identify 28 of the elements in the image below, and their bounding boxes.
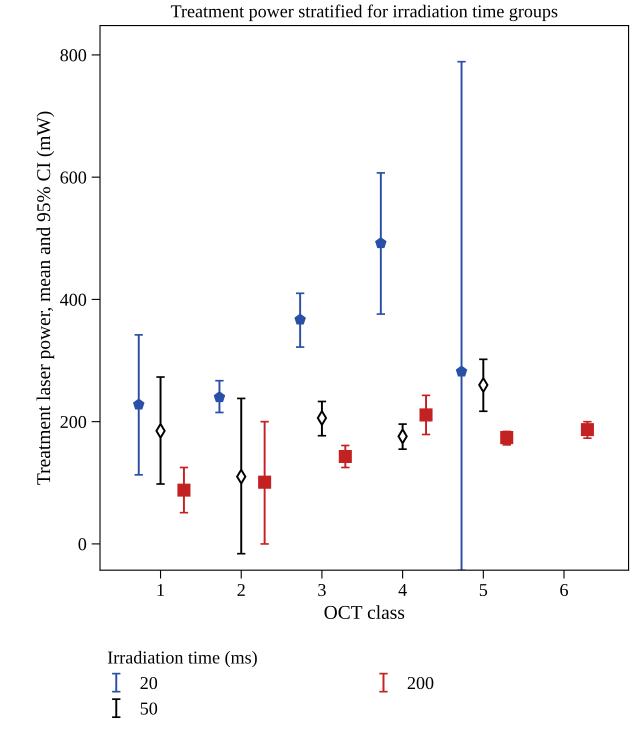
x-tick-label: 6 xyxy=(560,584,568,596)
point xyxy=(456,366,468,376)
x-tick-label: 2 xyxy=(238,584,245,596)
y-tick-label: 0 xyxy=(78,538,86,550)
y-tick-label: 200 xyxy=(60,416,86,428)
legend-title: Irradiation time (ms) xyxy=(108,650,257,668)
point xyxy=(177,484,190,497)
y-tick-label: 400 xyxy=(60,294,86,306)
x-tick-label: 3 xyxy=(318,584,326,596)
chart-title: Treatment power stratified for irradiation time groups xyxy=(170,4,558,22)
point xyxy=(580,423,594,436)
point xyxy=(214,391,226,402)
point xyxy=(133,398,144,410)
x-tick-label: 5 xyxy=(480,584,488,596)
point xyxy=(258,476,272,489)
point xyxy=(375,237,386,248)
legend-label: 50 xyxy=(140,702,158,715)
y-tick-label: 600 xyxy=(60,171,86,184)
point xyxy=(294,314,306,324)
y-tick-label: 800 xyxy=(60,49,86,62)
legend-label: 200 xyxy=(408,676,434,690)
y-axis-title: Treatment laser power, mean and 95% CI (mW) xyxy=(36,112,54,485)
point xyxy=(338,450,352,464)
point xyxy=(419,408,433,422)
x-axis-title: OCT class xyxy=(324,605,404,619)
x-tick-label: 4 xyxy=(398,584,407,596)
x-tick-label: 1 xyxy=(158,584,164,596)
legend-label: 20 xyxy=(140,676,158,690)
